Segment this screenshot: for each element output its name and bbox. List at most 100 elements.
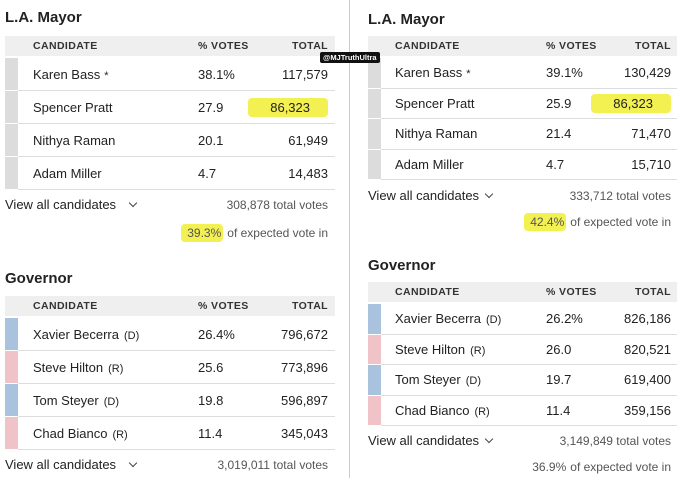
expected-percent: 36.9% [532,460,567,474]
party-bar [5,91,18,123]
party-bar [368,365,381,395]
candidate: Chad Bianco (R) [33,425,128,443]
vote-total-text: 71,470 [631,126,671,142]
row-divider [18,350,335,351]
candidate: Nithya Raman [33,132,115,150]
vote-total: 86,323 [248,97,328,117]
column-header: % VOTES [198,300,249,312]
vote-percent: 4.7 [198,165,217,181]
expected-text: of expected vote in [570,460,671,474]
candidate-name: Tom Steyer [33,392,99,408]
vote-total: 14,483 [288,165,328,183]
divider [349,0,350,478]
party: (R) [112,428,128,441]
party-bar [368,304,381,334]
view-all-text: View all candidates [5,197,117,212]
candidate: Chad Bianco (R) [395,402,490,420]
view-all-text: View all candidates [368,188,480,203]
view-all[interactable]: View all candidates [368,187,479,205]
vote-percent: 27.9 [198,99,224,115]
vote-total: 796,672 [281,326,328,344]
expected-vote: 36.9% of expected vote in [532,458,671,476]
race-title: Governor [5,270,73,287]
vote-total-text: 773,896 [281,359,328,375]
party: (R) [470,344,486,357]
row-divider [381,364,677,365]
candidate: Xavier Becerra (D) [33,326,139,344]
chevron [128,458,138,468]
candidate: Tom Steyer (D) [395,371,481,389]
candidate-name: Xavier Becerra [395,311,481,327]
row-divider [18,189,335,190]
vote-total-text: 86,323 [591,93,671,113]
party-bar [5,157,18,189]
vote-total-text: 619,400 [624,372,671,388]
vote-total: 619,400 [624,371,671,389]
row-divider [18,449,335,450]
candidate: Xavier Becerra (D) [395,310,501,328]
vote-total-text: 61,949 [288,132,328,148]
vote-percent: 19.8 [198,392,224,408]
race-title: L.A. Mayor [368,11,445,28]
vote-percent: 25.9 [546,95,572,111]
watermark: @MJTruthUltra [320,52,380,63]
total-votes: 3,149,849 total votes [559,434,671,448]
party-bar [5,318,18,350]
party: (R) [108,362,124,375]
row-divider [18,156,335,157]
candidate: Steve Hilton (R) [33,359,123,377]
candidate-name: Nithya Raman [33,132,116,148]
candidate: Adam Miller [33,165,102,183]
row-divider [381,394,677,396]
row-divider [381,179,677,180]
candidate-name: Adam Miller [395,156,464,172]
vote-total: 820,521 [624,341,671,359]
party: (D) [103,395,120,408]
chevron [484,189,494,199]
expected-vote: 39.3% of expected vote in [181,224,328,242]
party-bar [368,334,381,364]
party-bar [5,384,18,416]
vote-total: 773,896 [281,359,328,377]
vote-total: 15,710 [631,156,671,174]
view-all-text: View all candidates [368,433,480,448]
view-all[interactable]: View all candidates [5,196,116,214]
column-header: CANDIDATE [395,286,460,298]
column-header: % VOTES [546,286,597,298]
winner-mark: * [104,69,109,82]
party-bar [368,58,381,88]
candidate-name: Tom Steyer [395,372,461,388]
column-header: % VOTES [546,40,597,52]
party-bar [5,351,18,383]
vote-percent: 39.1% [546,65,583,81]
view-all[interactable]: View all candidates [368,432,479,450]
column-header: CANDIDATE [33,300,98,312]
row-divider [18,416,335,417]
column-header: CANDIDATE [33,40,98,52]
candidate-name: Nithya Raman [395,126,478,142]
vote-percent: 38.1% [198,66,235,82]
candidate-name: Steve Hilton [33,359,104,375]
table-header [368,282,677,302]
vote-total: 345,043 [281,425,328,443]
race-title: L.A. Mayor [5,9,82,26]
table-header [5,36,335,56]
candidate-name: Steve Hilton [395,341,466,357]
candidate: Karen Bass * [395,64,470,82]
race-title: Governor [368,257,436,274]
vote-total-text: 820,521 [624,341,671,357]
view-all[interactable]: View all candidates [5,456,116,474]
party-bar [368,395,381,425]
row-divider [381,333,677,335]
candidate: Karen Bass * [33,66,108,84]
vote-percent: 11.4 [198,425,223,441]
vote-total: 130,429 [624,64,671,82]
total-votes: 333,712 total votes [569,189,671,203]
vote-total-text: 130,429 [624,65,671,81]
vote-total: 117,579 [282,66,328,84]
chevron [128,198,138,208]
vote-percent: 25.6 [198,359,224,375]
vote-total-text: 345,043 [281,425,328,441]
party: (D) [485,314,502,327]
